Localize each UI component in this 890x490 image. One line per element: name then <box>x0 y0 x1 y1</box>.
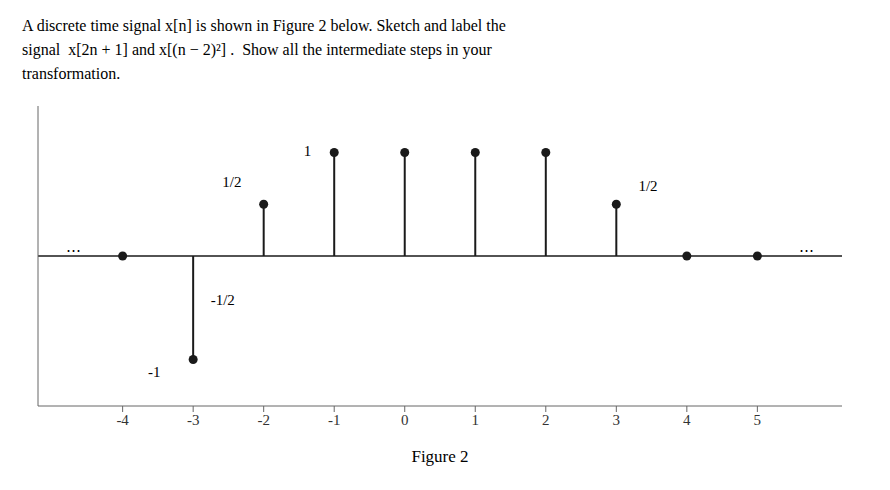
svg-text:Figure 2: Figure 2 <box>411 447 468 466</box>
html-text:signal x[2n + 1] and x[(n − 2): signal x[2n + 1] and x[(n − 2)²] . Show … <box>22 41 492 58</box>
svg-text:-4: -4 <box>116 412 129 428</box>
svg-text:5: 5 <box>754 412 762 428</box>
svg-text:⋯: ⋯ <box>66 242 81 258</box>
svg-text:1: 1 <box>304 143 312 159</box>
svg-text:4: 4 <box>683 412 691 428</box>
html-text:transformation.: transformation. <box>22 65 121 82</box>
svg-text:2: 2 <box>542 412 550 428</box>
svg-text:1/2: 1/2 <box>222 174 241 190</box>
svg-text:3: 3 <box>613 412 621 428</box>
html-text:A discrete time signal x[n] is: A discrete time signal x[n] is shown in … <box>22 17 506 34</box>
svg-text:1/2: 1/2 <box>638 178 657 194</box>
svg-text:-1/2: -1/2 <box>211 292 235 308</box>
svg-text:-1: -1 <box>328 412 341 428</box>
svg-text:-2: -2 <box>257 412 270 428</box>
svg-text:⋯: ⋯ <box>799 242 814 258</box>
svg-text:1: 1 <box>472 412 480 428</box>
svg-text:-1: -1 <box>148 364 161 380</box>
svg-text:-3: -3 <box>187 412 200 428</box>
svg-text:0: 0 <box>401 412 409 428</box>
